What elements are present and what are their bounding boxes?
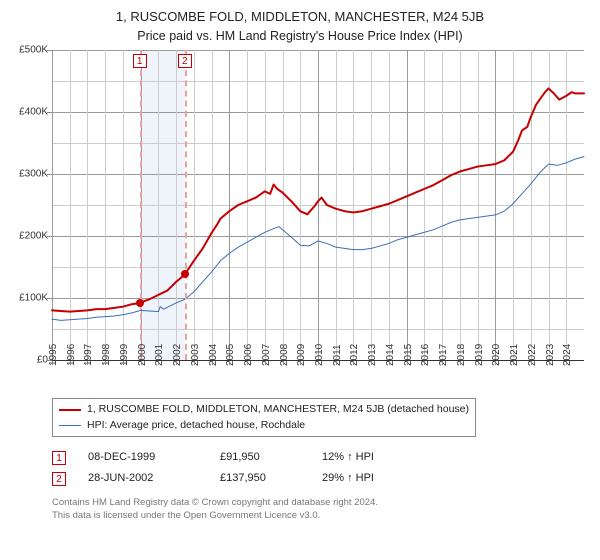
sales-price: £91,950	[220, 447, 300, 468]
chart-container: 1, RUSCOMBE FOLD, MIDDLETON, MANCHESTER,…	[0, 0, 600, 560]
sales-table: 1 08-DEC-1999 £91,950 12% ↑ HPI 2 28-JUN-2002…	[52, 447, 586, 489]
sales-row-2: 2 28-JUN-2002 £137,950 29% ↑ HPI	[52, 468, 586, 489]
legend-swatch-subject	[59, 409, 81, 411]
y-tick	[47, 174, 52, 175]
sales-date: 08-DEC-1999	[88, 447, 198, 468]
chart-ticks	[52, 50, 584, 360]
chart-legend: 1, RUSCOMBE FOLD, MIDDLETON, MANCHESTER,…	[52, 398, 476, 438]
y-axis-label: £400K	[19, 106, 48, 117]
chart-title-line1: 1, RUSCOMBE FOLD, MIDDLETON, MANCHESTER,…	[14, 8, 586, 26]
sales-row-1: 1 08-DEC-1999 £91,950 12% ↑ HPI	[52, 447, 586, 468]
sales-date: 28-JUN-2002	[88, 468, 198, 489]
y-tick	[47, 298, 52, 299]
chart-title-line2: Price paid vs. HM Land Registry's House …	[14, 28, 586, 44]
y-tick	[47, 112, 52, 113]
y-axis-label: £300K	[19, 168, 48, 179]
sales-badge-2: 2	[52, 472, 66, 486]
legend-swatch-hpi	[59, 425, 81, 426]
sales-pct: 12% ↑ HPI	[322, 447, 412, 468]
legend-label-subject: 1, RUSCOMBE FOLD, MIDDLETON, MANCHESTER,…	[87, 402, 469, 418]
y-axis-label: £500K	[19, 44, 48, 55]
y-tick	[47, 236, 52, 237]
sales-badge-1: 1	[52, 451, 66, 465]
y-tick	[47, 50, 52, 51]
y-axis-label: £200K	[19, 230, 48, 241]
sales-pct: 29% ↑ HPI	[322, 468, 412, 489]
chart-plot-area: 12 £0£100K£200K£300K£400K£500K 199519961…	[52, 50, 584, 360]
legend-label-hpi: HPI: Average price, detached house, Roch…	[87, 418, 305, 434]
sales-price: £137,950	[220, 468, 300, 489]
chart-x-axis-line	[52, 360, 584, 361]
footer-line2: This data is licensed under the Open Gov…	[52, 510, 586, 523]
legend-row-hpi: HPI: Average price, detached house, Roch…	[59, 418, 469, 434]
footer-line1: Contains HM Land Registry data © Crown c…	[52, 497, 586, 510]
y-axis-label: £100K	[19, 292, 48, 303]
legend-row-subject: 1, RUSCOMBE FOLD, MIDDLETON, MANCHESTER,…	[59, 402, 469, 418]
footer-attribution: Contains HM Land Registry data © Crown c…	[52, 497, 586, 523]
